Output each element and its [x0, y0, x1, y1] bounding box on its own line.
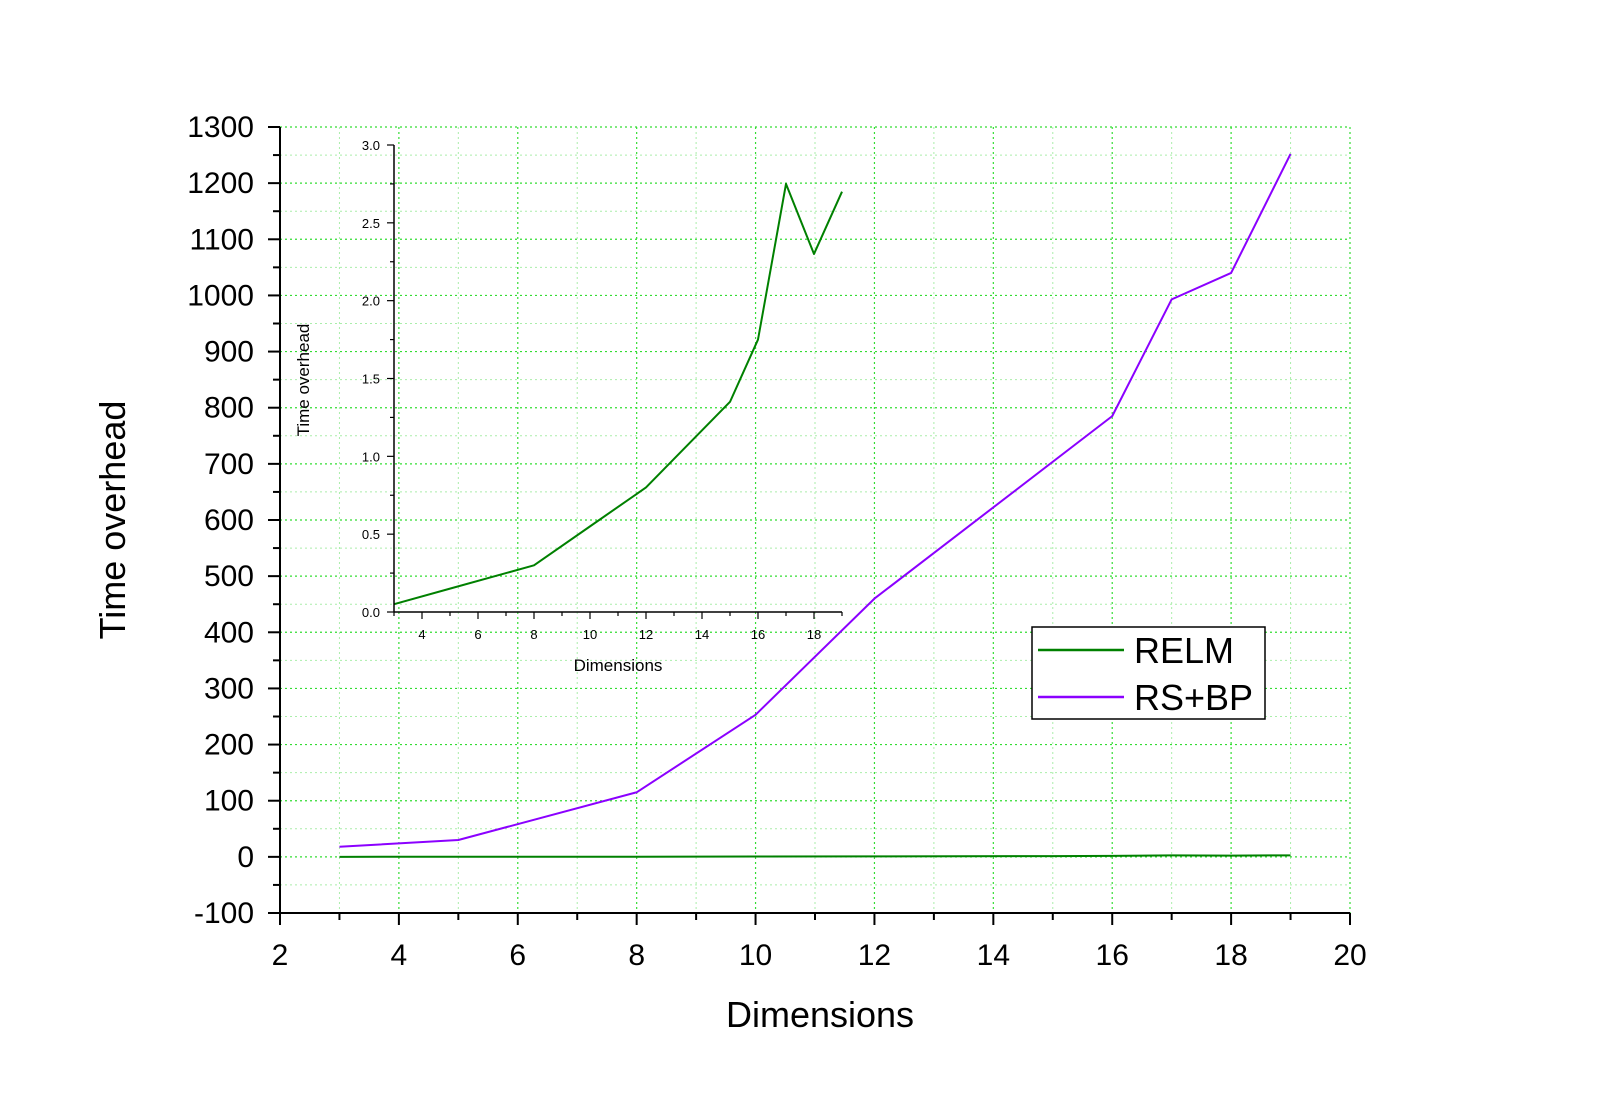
x-tick-label: 18: [1214, 939, 1247, 972]
inset-chart: 4 6 8 10 12 14 16 18 0.0 0.5 1.0 1.5 2.0 2.5 3.0 Dimens…: [294, 138, 843, 675]
series-line-relm: [339, 854, 1291, 858]
y-tick-label: 0: [237, 841, 254, 874]
y-tick-label: 700: [204, 448, 254, 481]
inset-series-line: [393, 182, 843, 606]
y-axis-title: Time overhead: [92, 401, 133, 640]
x-axis-title: Dimensions: [726, 994, 914, 1035]
y-tick-label: 300: [204, 672, 254, 705]
y-tick-label: 600: [204, 504, 254, 537]
x-tick-label: 2: [272, 939, 289, 972]
inset-y-tick-label: 2.5: [362, 216, 380, 231]
inset-x-tick-label: 14: [695, 627, 709, 642]
inset-y-tick-label: 2.0: [362, 294, 380, 309]
x-tick-label: 14: [977, 939, 1010, 972]
x-tick-label: 4: [391, 939, 408, 972]
x-tick-label: 16: [1096, 939, 1129, 972]
y-tick-label: 200: [204, 729, 254, 762]
legend: RELM RS+BP: [1031, 626, 1266, 720]
y-tick-label: -100: [194, 897, 254, 930]
inset-x-tick-label: 18: [807, 627, 821, 642]
y-tick-label: 1100: [189, 223, 254, 256]
legend-box: [1031, 626, 1266, 720]
inset-x-tick-label: 6: [474, 627, 481, 642]
x-tick-label: 8: [628, 939, 645, 972]
inset-x-axis-title: Dimensions: [574, 656, 663, 675]
y-tick-label: 100: [204, 785, 254, 818]
y-tick-label: 900: [204, 336, 254, 369]
x-tick-label: 12: [858, 939, 891, 972]
x-tick-label: 6: [509, 939, 526, 972]
inset-x-tick-label: 16: [751, 627, 765, 642]
x-tick-label: 20: [1333, 939, 1366, 972]
legend-label: RELM: [1134, 630, 1234, 671]
inset-x-tick-label: 10: [583, 627, 597, 642]
inset-y-tick-label: 0.0: [362, 605, 380, 620]
x-tick-label: 10: [739, 939, 772, 972]
inset-y-axis-title: Time overhead: [294, 324, 313, 437]
main-grid: [280, 126, 1351, 913]
series-line-rs-bp: [339, 153, 1292, 848]
inset-x-tick-label: 4: [418, 627, 425, 642]
y-tick-label: 1000: [187, 279, 254, 312]
y-tick-label: 1200: [187, 167, 254, 200]
inset-x-tick-label: 8: [530, 627, 537, 642]
y-tick-label: 1300: [187, 111, 254, 144]
y-tick-label: 500: [204, 560, 254, 593]
inset-y-tick-label: 1.0: [362, 449, 380, 464]
inset-y-tick-label: 1.5: [362, 372, 380, 387]
inset-x-tick-label: 12: [639, 627, 653, 642]
y-tick-label: 400: [204, 616, 254, 649]
legend-label: RS+BP: [1134, 677, 1253, 718]
main-plot-area: [339, 153, 1292, 858]
inset-y-tick-label: 0.5: [362, 527, 380, 542]
main-axes: 2 4 6 8 10 12 14 16 18 20 -100 0 100 200 300 400 500 600 7…: [92, 111, 1367, 1035]
y-tick-label: 800: [204, 392, 254, 425]
inset-y-tick-label: 3.0: [362, 138, 380, 153]
